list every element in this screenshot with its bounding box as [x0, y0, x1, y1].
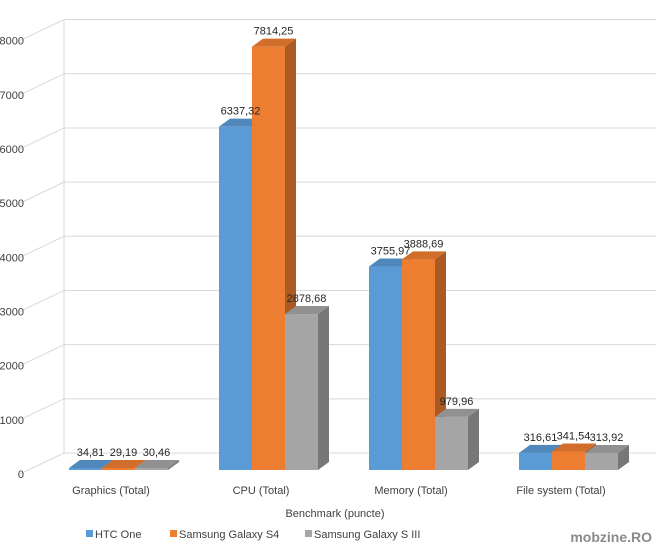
legend-label: Samsung Galaxy S4 [179, 529, 279, 541]
bar-top [519, 444, 563, 453]
y-tick-label: 2000 [0, 361, 24, 373]
bar-front [102, 468, 135, 470]
gridline-diagonal [19, 290, 65, 312]
bar-top [135, 460, 179, 468]
bar-front [552, 451, 585, 470]
bar-front [435, 416, 468, 470]
data-label: 2878,68 [287, 293, 327, 305]
y-tick-label: 5000 [0, 198, 24, 210]
watermark-text: mobzine.RO [570, 529, 652, 545]
legend: HTC One Samsung Galaxy S4 Samsung Galaxy S… [86, 529, 420, 541]
bar-top [402, 251, 446, 260]
gridline-diagonal [19, 127, 65, 150]
bar-front [135, 468, 168, 470]
y-tick-label: 1000 [0, 415, 24, 427]
data-label: 29,19 [110, 447, 138, 459]
y-tick-label: 7000 [0, 90, 24, 102]
data-label: 316,61 [524, 432, 558, 444]
bars [69, 38, 629, 471]
bar-front [285, 314, 318, 470]
data-label: 6337,32 [221, 106, 261, 118]
y-tick-label: 8000 [0, 36, 24, 48]
data-label: 34,81 [77, 447, 105, 459]
y-tick-label: 0 [18, 469, 24, 481]
data-label: 7814,25 [254, 26, 294, 38]
data-label: 979,96 [440, 396, 474, 408]
y-tick-label: 4000 [0, 252, 24, 264]
x-category-label: Graphics (Total) [72, 485, 150, 497]
legend-label: HTC One [95, 529, 141, 541]
x-category-label: CPU (Total) [233, 485, 290, 497]
gridline-diagonal [19, 344, 65, 367]
bar-side [318, 306, 329, 470]
gridline-diagonal [19, 73, 65, 96]
x-category-label: Memory (Total) [374, 485, 447, 497]
bar-top [285, 306, 329, 315]
bar-front [402, 259, 435, 470]
gridline-diagonal [19, 235, 65, 258]
bar-side [468, 408, 479, 470]
data-label: 3888,69 [404, 238, 444, 250]
bar-top [435, 408, 479, 417]
gridline-diagonal [19, 452, 65, 475]
x-category-label: File system (Total) [516, 485, 605, 497]
data-label: 3755,97 [371, 246, 411, 258]
data-label: 30,46 [143, 447, 171, 459]
bar-top [585, 444, 629, 453]
bar-top [552, 443, 596, 452]
gridline-diagonal [19, 19, 65, 42]
gridline-diagonal [19, 181, 65, 204]
bar-front [252, 46, 285, 471]
bar-top [69, 460, 113, 468]
legend-label: Samsung Galaxy S III [314, 529, 420, 541]
y-tick-label: 3000 [0, 306, 24, 318]
bar-front [69, 468, 102, 470]
x-axis-title: Benchmark (puncte) [285, 508, 384, 520]
bar-front [369, 266, 402, 470]
data-label: 341,54 [557, 430, 591, 442]
legend-swatch [170, 530, 177, 537]
data-labels: 34,81 29,19 30,46 6337,32 7814,25 2878,68 3755… [77, 26, 624, 459]
data-label: 313,92 [590, 432, 624, 444]
gridline-diagonal [19, 398, 65, 421]
bar-side [168, 460, 179, 470]
gridlines [19, 19, 656, 475]
bar-top [252, 38, 296, 47]
x-axis-categories: Graphics (Total) CPU (Total) Memory (Total… [72, 485, 605, 497]
bar-front [519, 452, 552, 470]
legend-swatch [86, 530, 93, 537]
y-axis-ticks: 0 1000 2000 3000 4000 5000 6000 7000 8000 [0, 36, 24, 481]
bar-side [618, 444, 629, 470]
y-tick-label: 6000 [0, 144, 24, 156]
bar-front [585, 452, 618, 470]
bar-front [219, 126, 252, 470]
legend-swatch [305, 530, 312, 537]
bar-top [102, 460, 146, 468]
